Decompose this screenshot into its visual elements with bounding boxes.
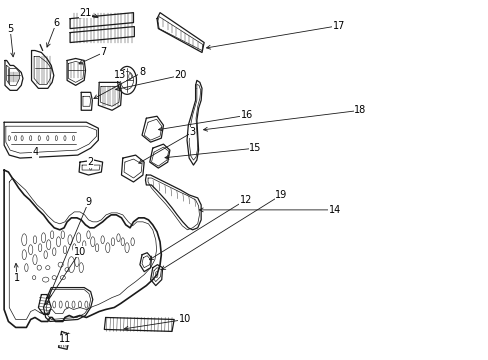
Text: 20: 20 — [174, 71, 186, 80]
Text: 21: 21 — [79, 8, 92, 18]
Text: 17: 17 — [332, 21, 345, 31]
Text: 6: 6 — [53, 18, 60, 28]
Text: 19: 19 — [275, 190, 287, 200]
Text: 4: 4 — [33, 147, 39, 157]
Text: 11: 11 — [59, 334, 71, 345]
Text: 16: 16 — [241, 110, 253, 120]
Text: 15: 15 — [249, 143, 261, 153]
Text: 7: 7 — [100, 48, 106, 58]
Text: 8: 8 — [139, 67, 145, 77]
Text: 14: 14 — [328, 205, 340, 215]
Text: 9: 9 — [85, 197, 91, 207]
Text: 12: 12 — [239, 195, 251, 205]
Text: 5: 5 — [7, 24, 13, 33]
Text: 13: 13 — [113, 71, 125, 80]
Text: 2: 2 — [87, 157, 94, 167]
Text: 10: 10 — [74, 247, 86, 257]
Text: 3: 3 — [189, 127, 195, 137]
Text: 10: 10 — [179, 314, 191, 324]
Text: 1: 1 — [14, 273, 20, 283]
Text: 18: 18 — [354, 105, 366, 115]
